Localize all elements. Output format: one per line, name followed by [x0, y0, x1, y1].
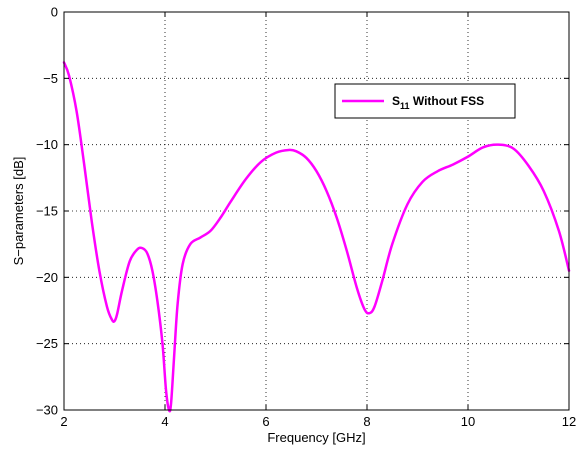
x-tick-label: 2	[60, 414, 67, 429]
legend: S11 Without FSS	[334, 83, 516, 119]
x-tick-label: 12	[562, 414, 576, 429]
y-tick-label: 0	[51, 5, 58, 20]
legend-entry-subscript: 11	[400, 101, 410, 111]
x-tick-label: 10	[461, 414, 475, 429]
x-tick-label: 6	[262, 414, 269, 429]
grid	[64, 12, 569, 410]
legend-entry-text: S11 Without FSS	[392, 94, 484, 111]
series-layer	[62, 61, 571, 413]
series-line	[62, 61, 571, 413]
x-tick-label: 4	[161, 414, 168, 429]
x-axis-label: Frequency [GHz]	[267, 430, 365, 445]
x-tick-label: 8	[363, 414, 370, 429]
legend-entry-suffix: Without FSS	[410, 94, 485, 108]
y-tick-label: −30	[36, 403, 58, 418]
y-tick-label: −10	[36, 137, 58, 152]
y-tick-label: −15	[36, 204, 58, 219]
tick-labels: 2 4 6 8 10 12 0 −5 −10 −15 −20 −25 −30	[36, 5, 576, 430]
y-tick-label: −25	[36, 336, 58, 351]
legend-entry-main: S	[392, 94, 400, 108]
y-tick-label: −20	[36, 270, 58, 285]
y-axis-label: S−parameters [dB]	[11, 157, 26, 266]
y-tick-label: −5	[43, 71, 58, 86]
tick-layer	[63, 11, 570, 411]
